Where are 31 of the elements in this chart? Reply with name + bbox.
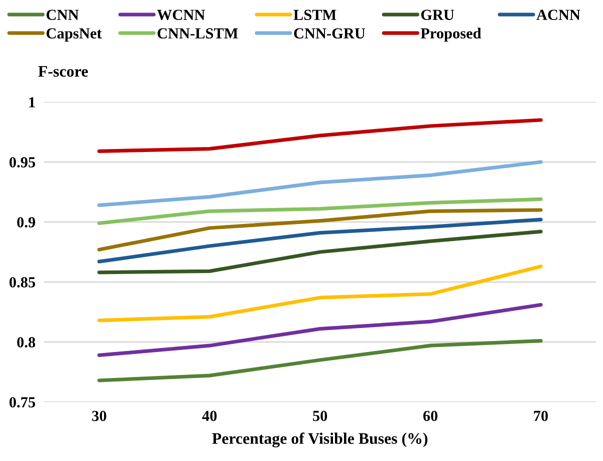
y-tick-label: 1 xyxy=(29,97,35,108)
x-tick-label: 60 xyxy=(423,410,438,422)
legend-label: CNN-GRU xyxy=(294,28,366,39)
y-axis-title: F-score xyxy=(38,66,88,77)
legend-label: CNN-LSTM xyxy=(158,28,238,39)
x-tick-label: 40 xyxy=(202,410,217,422)
x-tick-label: 50 xyxy=(312,410,328,422)
x-tick-label: 70 xyxy=(534,410,548,422)
legend-label: WCNN xyxy=(157,10,206,20)
legend-label: Proposed xyxy=(420,28,482,42)
legend-label: CNN xyxy=(46,10,79,20)
legend-label: GRU xyxy=(421,10,454,20)
line-series xyxy=(97,160,543,208)
line-series xyxy=(97,302,543,358)
line-series xyxy=(97,338,543,382)
y-tick-label: 0.85 xyxy=(10,277,36,288)
y-tick-label: 0.75 xyxy=(10,397,36,408)
line-series xyxy=(97,197,543,226)
x-tick-label: 30 xyxy=(92,410,106,422)
line-series xyxy=(97,118,543,154)
legend-label: CapsNet xyxy=(46,28,102,42)
y-tick-label: 0.95 xyxy=(10,157,36,168)
legend-label: LSTM xyxy=(294,10,336,20)
y-tick-label: 0.9 xyxy=(17,217,36,228)
x-axis-title: Percentage of Visible Buses (%) xyxy=(212,432,428,448)
line-series xyxy=(97,208,543,252)
y-tick-label: 0.8 xyxy=(17,337,36,348)
line-series xyxy=(97,230,543,274)
legend-label: ACNN xyxy=(536,10,580,20)
line-series xyxy=(97,218,543,264)
line-series xyxy=(97,264,543,322)
